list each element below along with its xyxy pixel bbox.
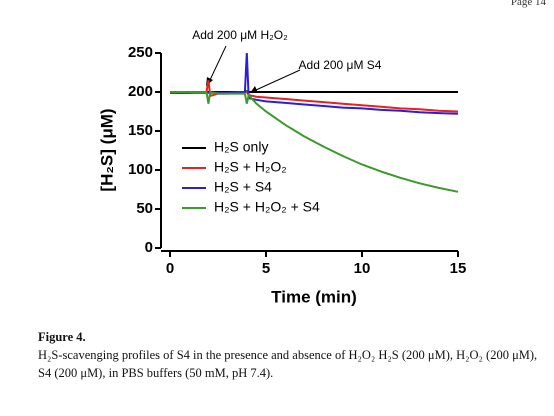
arrow: [255, 69, 301, 91]
caption-label: Figure 4.: [38, 330, 86, 344]
page-number: Page 14: [510, 0, 546, 8]
arrow: [209, 45, 227, 81]
chart: [H₂S] (μM) Time (min) Add 200 μM H₂O₂ Ad…: [97, 28, 467, 306]
x-tick-label: 5: [262, 260, 270, 277]
y-tick-label: 250: [128, 44, 153, 61]
y-tick-label: 0: [145, 239, 153, 256]
y-tick-label: 100: [128, 161, 153, 178]
y-tick-label: 150: [128, 122, 153, 139]
x-tick-label: 15: [450, 260, 467, 277]
series-line: [170, 90, 459, 193]
x-tick-label: 10: [354, 260, 371, 277]
annotation: Add 200 μM S4: [299, 58, 382, 72]
legend-label: H₂S + S4: [214, 179, 272, 195]
x-axis-label: Time (min): [271, 287, 357, 306]
legend-label: H₂S + H₂O₂ + S4: [214, 199, 320, 215]
caption: Figure 4. H₂S-scavenging profiles of S4 i…: [38, 328, 538, 382]
caption-text: H₂S-scavenging profiles of S4 in the pre…: [38, 348, 538, 380]
series-line: [170, 80, 459, 113]
legend-label: H₂S only: [214, 139, 268, 155]
annotation: Add 200 μM H₂O₂: [192, 28, 288, 42]
y-tick-label: 200: [128, 83, 153, 100]
x-tick-label: 0: [166, 260, 174, 277]
y-tick-label: 50: [136, 200, 153, 217]
legend-label: H₂S + H₂O₂: [214, 159, 287, 175]
y-axis-label: [H₂S] (μM): [97, 108, 116, 191]
